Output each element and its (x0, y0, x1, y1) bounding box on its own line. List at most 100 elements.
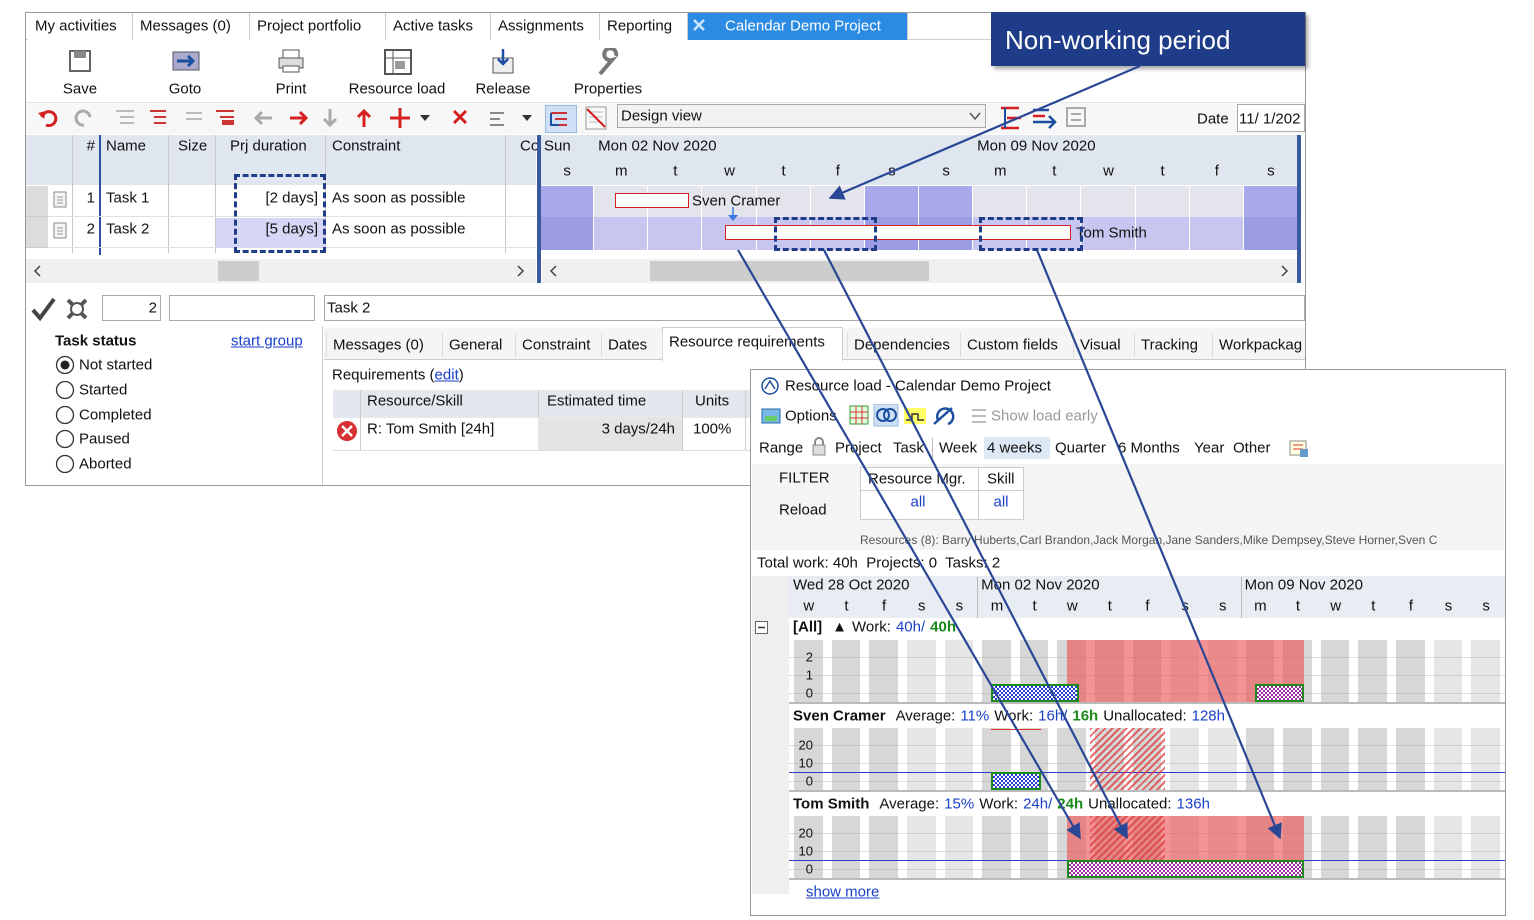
column-header[interactable]: Prj duration (230, 137, 307, 155)
design-icon (585, 106, 607, 130)
toolbar-button[interactable]: Save (62, 80, 98, 98)
task-name[interactable]: Task 1 (106, 189, 150, 207)
radio-label[interactable]: Completed (79, 406, 152, 424)
timeline-day: m (1254, 597, 1267, 615)
reload-button[interactable]: Reload (779, 501, 827, 519)
radio-label[interactable]: Not started (79, 356, 153, 374)
callout (991, 12, 1305, 66)
tab-label[interactable]: Assignments (498, 17, 584, 35)
detail-tab[interactable]: Workpackag (1219, 336, 1303, 354)
tab-divider (960, 333, 961, 357)
day-column (1433, 728, 1463, 790)
radio-label[interactable]: Started (79, 381, 128, 399)
show-more-link[interactable]: show more (806, 883, 880, 901)
scrollbar-thumb[interactable] (218, 261, 259, 281)
tab[interactable] (386, 13, 491, 40)
table-cell-text: 3 days/24h (601, 420, 675, 438)
tab-label[interactable]: Calendar Demo Project (725, 17, 881, 35)
tab-label[interactable]: Active tasks (393, 17, 474, 35)
range-option[interactable]: Week (939, 439, 978, 457)
column-header[interactable]: Name (106, 137, 147, 155)
filter-divider (978, 467, 979, 520)
range-option[interactable]: Other (1233, 439, 1271, 457)
radio-label[interactable]: Aborted (79, 455, 132, 473)
toolbar-button[interactable]: Release (475, 80, 531, 98)
assignee-label: Sven Cramer (692, 192, 781, 210)
day-column (1471, 816, 1500, 878)
start-group-link[interactable]: start group (231, 332, 303, 350)
range-option[interactable]: Year (1194, 439, 1225, 457)
gantt-cell (810, 186, 864, 217)
tab-label[interactable]: Reporting (607, 17, 673, 35)
toolbar-button[interactable]: Print (275, 80, 307, 98)
tab[interactable] (250, 13, 386, 40)
range-option[interactable]: Project (835, 439, 882, 457)
name-value[interactable]: Task 2 (327, 299, 371, 317)
gantt-day-label: Sun (544, 137, 571, 155)
scrollbar-thumb[interactable] (650, 261, 929, 281)
filter-column: Resource Mgr. (868, 470, 966, 488)
detail-tab[interactable]: Messages (0) (333, 336, 424, 354)
toolbar-button[interactable]: Goto (168, 80, 202, 98)
detail-tab[interactable]: Resource requirements (669, 333, 825, 351)
column-header[interactable]: Size (178, 137, 208, 155)
task-name[interactable]: Task 2 (106, 220, 150, 238)
column-header[interactable]: Constraint (332, 137, 401, 155)
tab[interactable] (688, 13, 908, 40)
tab[interactable] (133, 13, 250, 40)
toolbar-button[interactable]: Resource load (348, 80, 446, 98)
id-input[interactable] (102, 295, 161, 321)
view-select-value[interactable]: Design view (621, 107, 702, 125)
date-input[interactable] (1237, 104, 1305, 132)
filter-value[interactable]: all (910, 493, 926, 511)
tab[interactable] (491, 13, 600, 40)
detail-tab[interactable]: Dates (608, 336, 648, 354)
load-bar (1255, 684, 1304, 702)
requirements-label: ) (458, 366, 464, 384)
panel-icon (761, 377, 779, 395)
detail-tab[interactable]: Custom fields (967, 336, 1058, 354)
tab[interactable] (600, 13, 688, 40)
range-option[interactable]: 6 Months (1118, 439, 1180, 457)
tab[interactable] (28, 13, 133, 40)
text-input[interactable] (169, 295, 315, 321)
range-option[interactable]: Task (893, 439, 924, 457)
gantt-day: s (1267, 162, 1275, 180)
detail-tab[interactable]: Tracking (1141, 336, 1198, 354)
tab-label[interactable]: My activities (35, 17, 117, 35)
tab-label[interactable]: Messages (0) (140, 17, 231, 35)
callout-text: Non-working period (1005, 25, 1231, 55)
edit-link[interactable]: edit (434, 366, 459, 384)
range-option[interactable]: 4 weeks (987, 439, 1043, 457)
timeline-day: f (1408, 597, 1413, 615)
range-option[interactable]: Quarter (1055, 439, 1106, 457)
assignee-label: Tom Smith (1076, 224, 1147, 242)
options-button[interactable]: Options (785, 407, 837, 425)
toolbar-button[interactable]: Properties (573, 80, 643, 98)
move-icons (290, 108, 430, 128)
date-value[interactable]: 11/ 1/202 (1239, 110, 1301, 128)
gantt-cell (756, 186, 810, 217)
id-value[interactable]: 2 (148, 299, 157, 317)
highlight-box (234, 174, 326, 253)
gantt-week-label: Mon 02 Nov 2020 (598, 137, 717, 155)
detail-tab[interactable]: Constraint (522, 336, 591, 354)
detail-tab[interactable]: General (449, 336, 503, 354)
column-header[interactable]: # (86, 137, 95, 155)
filter-value[interactable]: all (993, 493, 1009, 511)
tab-label[interactable]: Project portfolio (257, 17, 362, 35)
name-input[interactable] (324, 295, 1305, 321)
detail-tab[interactable]: Visual (1080, 336, 1121, 354)
show-load-early[interactable]: Show load early (991, 407, 1098, 425)
radio-label[interactable]: Paused (79, 430, 130, 448)
section-rule (789, 878, 1505, 880)
cancel-icon (66, 298, 88, 320)
detail-tab[interactable]: Dependencies (854, 336, 950, 354)
section-average: 11% (960, 707, 990, 725)
table-column-header: Estimated time (547, 392, 647, 410)
confirm-icon (31, 297, 56, 322)
gantt-cell (1135, 186, 1189, 217)
section-rule (789, 702, 1505, 704)
column-header[interactable]: Co (520, 137, 540, 155)
section-work-label: Work: (852, 618, 891, 636)
